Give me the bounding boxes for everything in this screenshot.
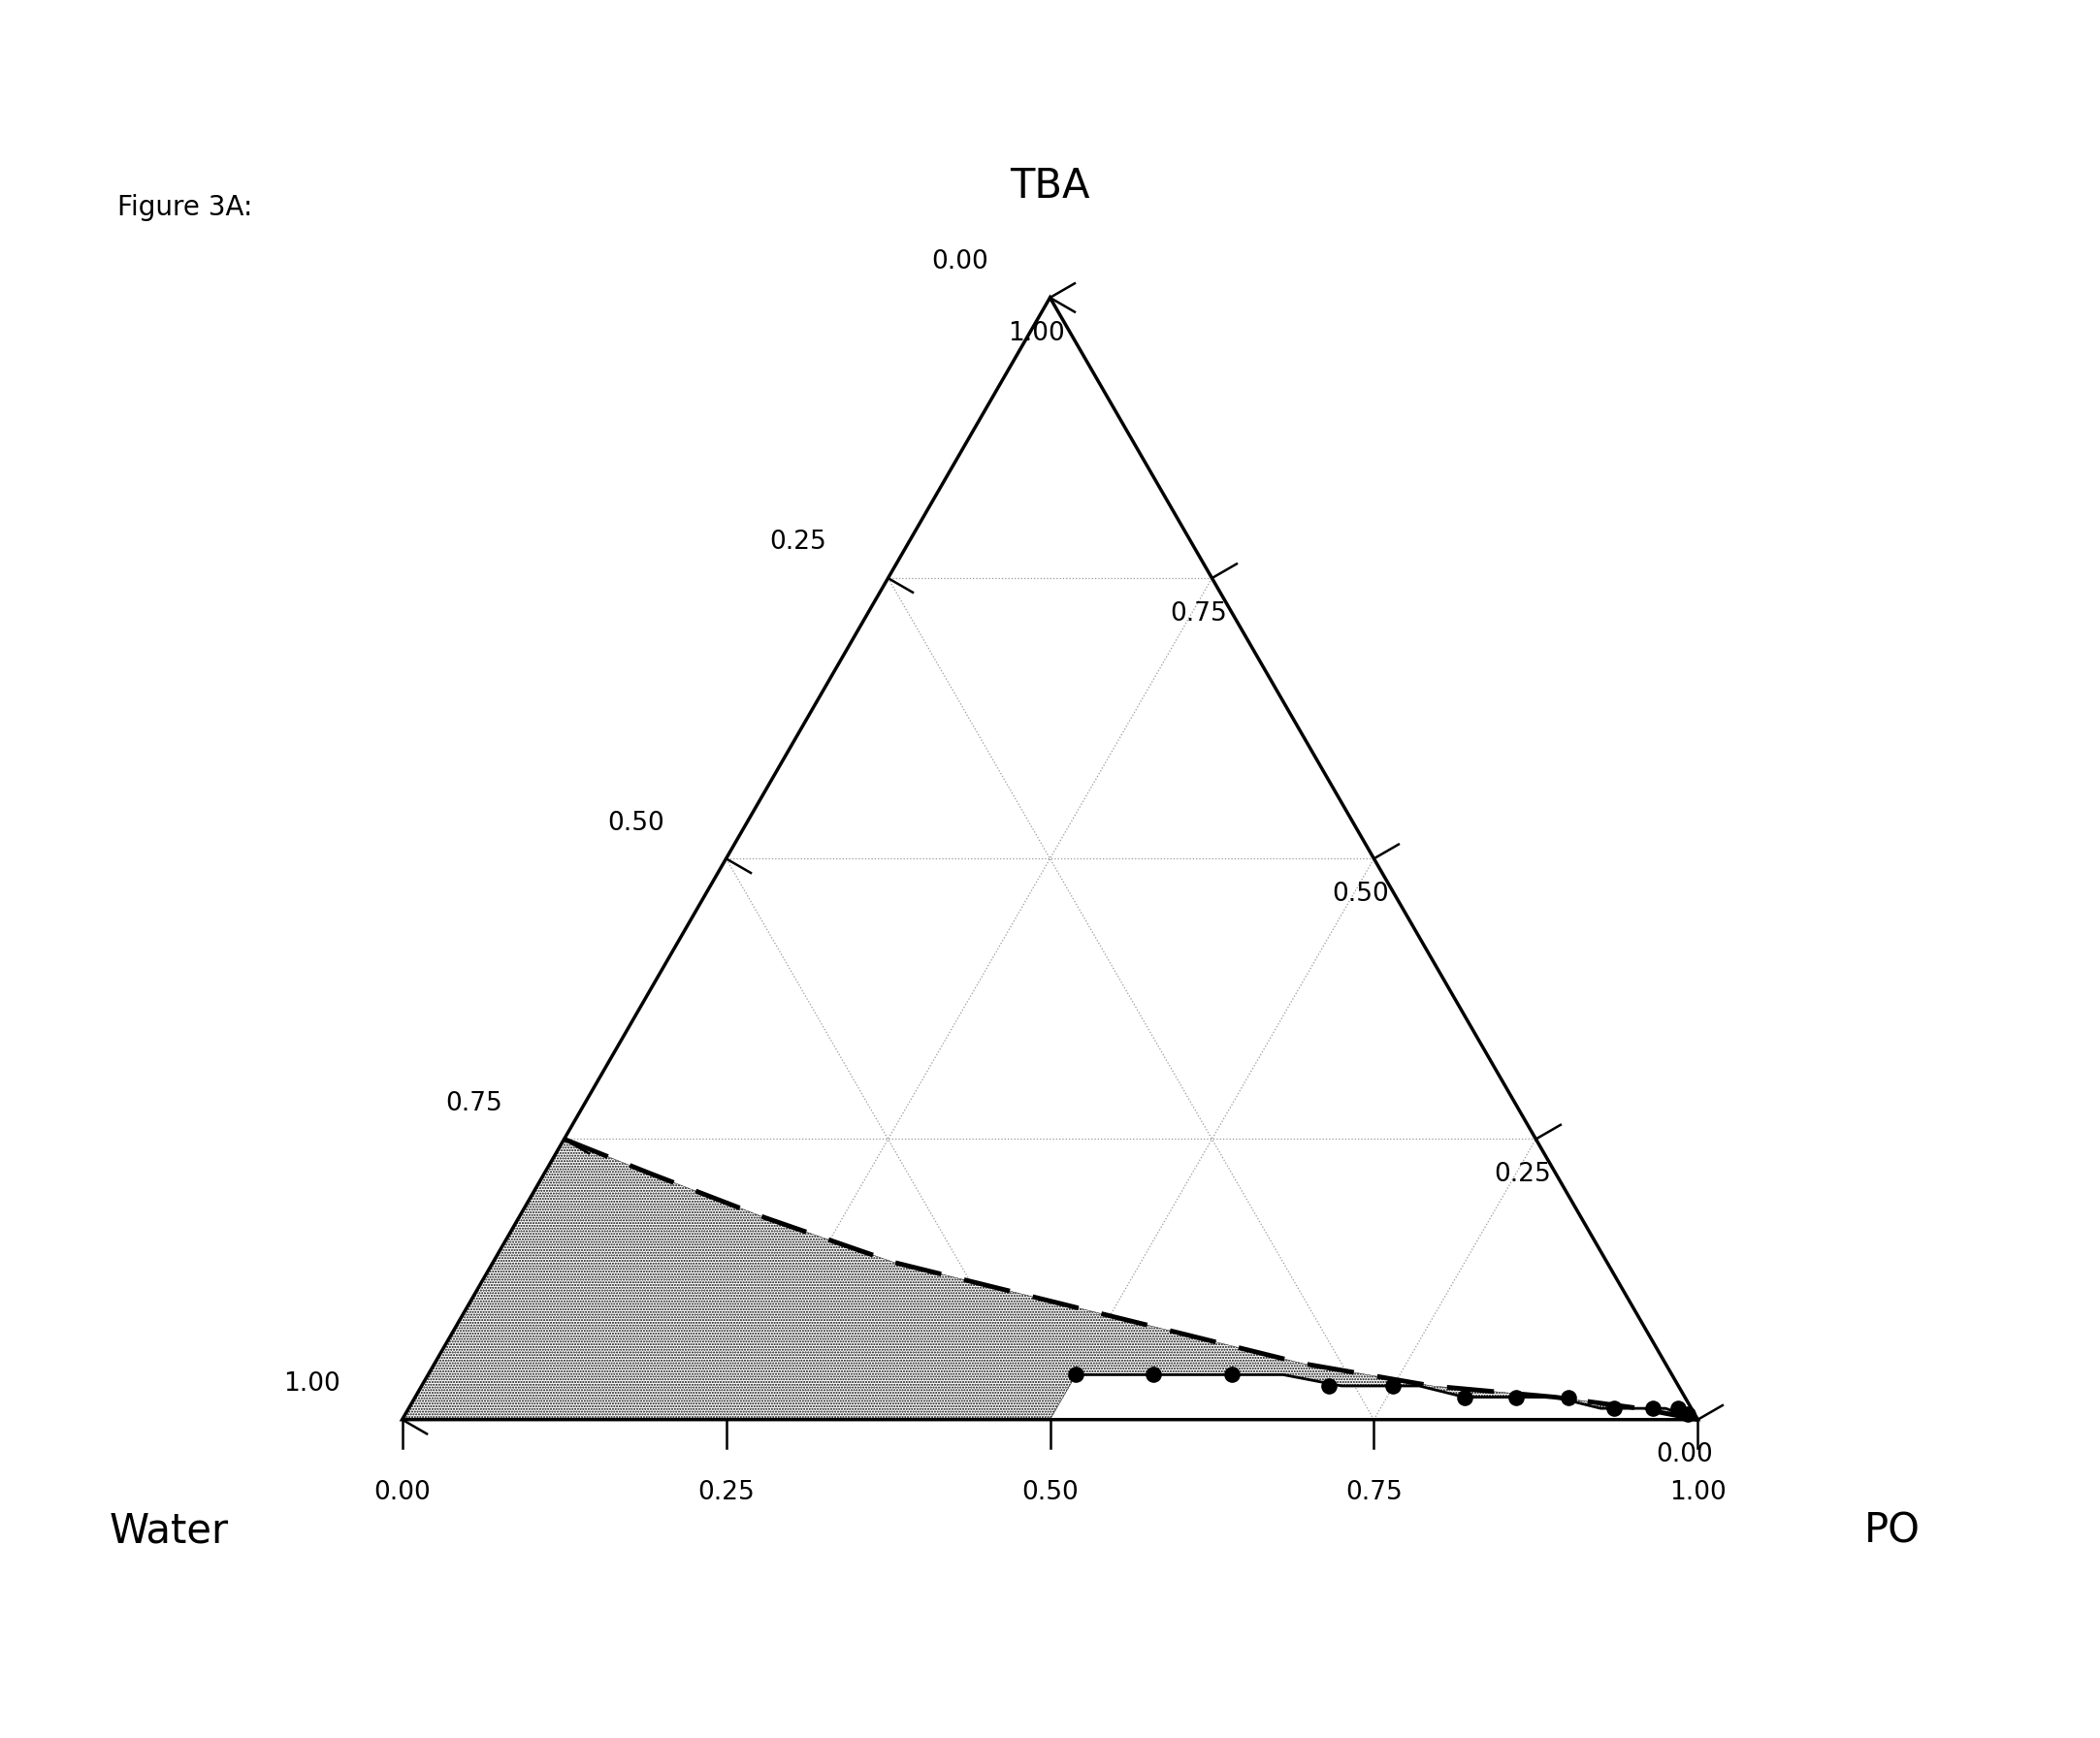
Point — [1136, 1361, 1170, 1389]
Text: 0.00: 0.00 — [374, 1481, 430, 1505]
Text: 0.00: 0.00 — [930, 250, 989, 275]
Text: TBA: TBA — [1010, 167, 1090, 207]
Point — [1214, 1361, 1247, 1389]
Text: 0.25: 0.25 — [1493, 1163, 1550, 1187]
Point — [1636, 1394, 1670, 1422]
Point — [1661, 1394, 1695, 1422]
Polygon shape — [403, 1138, 1697, 1420]
Text: PO: PO — [1865, 1510, 1919, 1550]
Text: 0.50: 0.50 — [1021, 1481, 1079, 1505]
Text: Water: Water — [109, 1510, 229, 1550]
Point — [1312, 1371, 1346, 1399]
Text: 0.50: 0.50 — [607, 810, 664, 836]
Point — [1499, 1383, 1533, 1411]
Point — [1672, 1401, 1705, 1429]
Text: 0.25: 0.25 — [769, 530, 825, 554]
Text: 1.00: 1.00 — [284, 1371, 340, 1397]
Text: 0.00: 0.00 — [1655, 1443, 1711, 1469]
Text: 1.00: 1.00 — [1008, 322, 1065, 346]
Text: Figure 3A:: Figure 3A: — [118, 195, 252, 221]
Point — [1552, 1383, 1586, 1411]
Text: 0.75: 0.75 — [445, 1091, 502, 1116]
Text: 0.25: 0.25 — [697, 1481, 754, 1505]
Point — [1058, 1361, 1092, 1389]
Text: 0.75: 0.75 — [1346, 1481, 1403, 1505]
Text: 1.00: 1.00 — [1670, 1481, 1726, 1505]
Point — [1447, 1383, 1480, 1411]
Text: 0.50: 0.50 — [1331, 881, 1388, 907]
Text: 0.75: 0.75 — [1170, 601, 1226, 626]
Point — [1376, 1371, 1409, 1399]
Point — [1596, 1394, 1630, 1422]
